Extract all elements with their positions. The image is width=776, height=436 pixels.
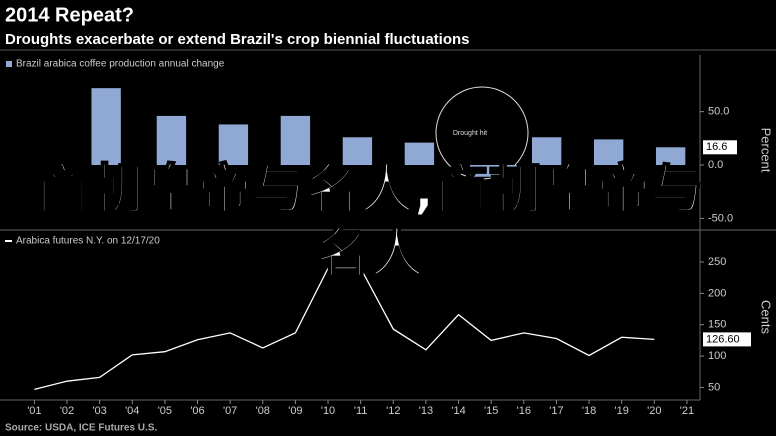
y-tick-label: 0.0 (708, 159, 723, 171)
bar (469, 165, 500, 177)
x-tick-label: '18 (582, 405, 596, 417)
x-tick-label: '09 (288, 405, 302, 417)
x-tick-label: '17 (549, 405, 563, 417)
x-tick-label: '07 (223, 405, 237, 417)
value-label: 126.60 (706, 333, 740, 345)
annotation: Drought hit (453, 130, 487, 137)
bar (655, 147, 686, 166)
x-tick-label: '06 (190, 405, 204, 417)
x-tick-label: '12 (386, 405, 400, 417)
x-tick-label: '11 (354, 405, 368, 417)
bar (342, 137, 373, 166)
legend-label: Arabica futures N.Y. on 12/17/20 (16, 236, 160, 247)
bar (218, 124, 249, 166)
legend-label: Brazil arabica coffee production annual … (16, 59, 225, 70)
x-tick-label: '01 (27, 405, 41, 417)
x-tick-label: '05 (158, 405, 172, 417)
y-tick-label: 50.0 (708, 106, 729, 118)
value-label-box (703, 332, 751, 347)
x-tick-label: '20 (647, 405, 661, 417)
y-tick-label: 150 (708, 319, 726, 331)
bar (91, 88, 121, 166)
value-label: 16.6 (706, 141, 727, 153)
y-tick-label: 100 (708, 350, 726, 362)
subtitle: Droughts exacerbate or extend Brazil's c… (5, 31, 470, 48)
x-tick-label: '04 (125, 405, 139, 417)
x-tick-label: '02 (60, 405, 74, 417)
bar (280, 115, 311, 166)
source: Source: USDA, ICE Futures U.S. (5, 423, 157, 434)
y-axis-label: Percent (759, 128, 774, 173)
annotation-circle (435, 86, 529, 180)
y-tick-label: -50.0 (708, 212, 733, 224)
y-tick-label: 200 (708, 287, 726, 299)
bar (502, 165, 532, 169)
x-tick-label: '10 (321, 405, 335, 417)
x-tick-label: '16 (517, 405, 531, 417)
x-tick-label: '13 (419, 405, 433, 417)
bar (156, 115, 187, 166)
bar (593, 139, 624, 166)
y-tick-label: 250 (708, 256, 726, 268)
x-tick-label: '19 (615, 405, 629, 417)
value-label-box (703, 140, 737, 155)
title: 2014 Repeat? (5, 4, 134, 26)
bar (531, 137, 562, 166)
x-tick-label: '08 (256, 405, 270, 417)
bar (404, 142, 435, 166)
x-tick-label: '14 (451, 405, 465, 417)
line (34, 267, 655, 390)
x-tick-label: '15 (484, 405, 498, 417)
x-tick-label: '03 (92, 405, 106, 417)
y-tick-label: 50 (708, 381, 720, 393)
x-tick-label: '21 (680, 405, 694, 417)
overlay-text: 商朝皇帝与名人,商朝皇帝与名人 (35, 157, 706, 286)
legend-swatch (6, 61, 12, 67)
y-axis-label: Cents (759, 300, 774, 334)
